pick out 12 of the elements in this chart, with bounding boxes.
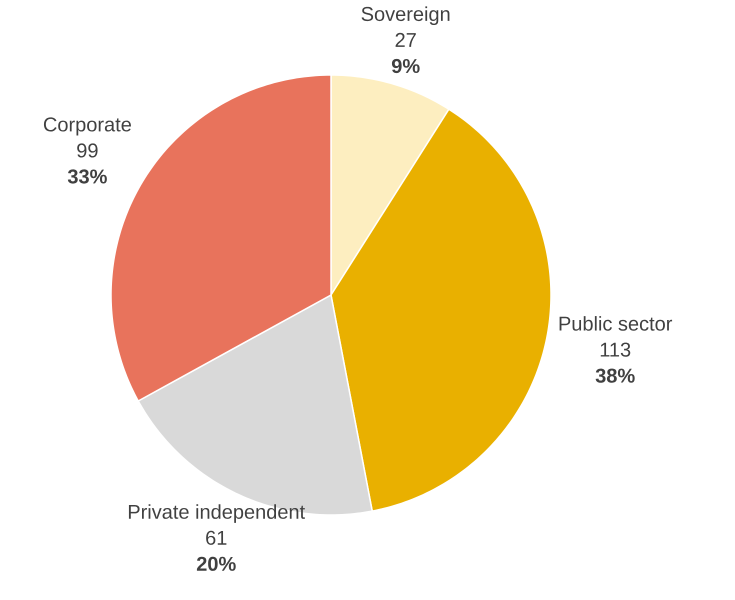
slice-label: Sovereign [362, 6, 450, 26]
slice-label: Private independent [128, 504, 306, 523]
data-label: 20% [196, 556, 236, 571]
text: 113 [600, 342, 630, 357]
slice-label: Corporate [44, 117, 131, 136]
text: 99 [77, 143, 98, 158]
text: 27 [396, 32, 416, 47]
text: 61 [206, 530, 226, 545]
slice-label: Public sector [560, 316, 672, 331]
data-label: 9% [392, 58, 420, 74]
data-label: 33% [68, 169, 107, 184]
data-label: 38% [596, 368, 635, 383]
